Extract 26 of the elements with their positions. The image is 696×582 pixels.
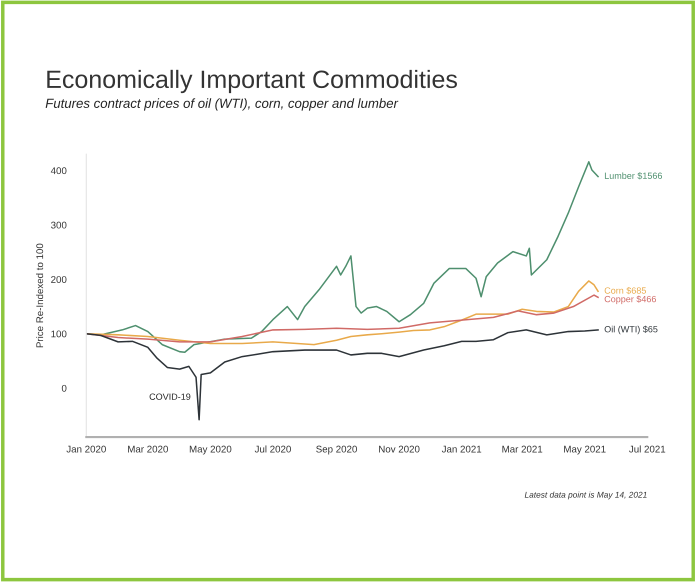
x-tick-label: Jan 2020 bbox=[66, 446, 106, 453]
x-tick-label: Jul 2021 bbox=[629, 445, 666, 453]
text: Latest data point is May 14, 2021 bbox=[524, 492, 647, 500]
series-label: Copper $466 bbox=[604, 296, 656, 304]
x-tick-label: Sep 2020 bbox=[316, 446, 357, 454]
x-tick-label: Jan 2021 bbox=[442, 446, 482, 453]
y-tick-label: 0 bbox=[62, 384, 66, 392]
y-tick-label: 100 bbox=[51, 330, 66, 338]
chart-subtitle: Futures contract prices of oil (WTI), corn, copper and lumber bbox=[46, 98, 398, 111]
line-series bbox=[86, 329, 599, 420]
x-tick-label: May 2020 bbox=[190, 446, 232, 454]
series-label: Corn $685 bbox=[604, 286, 646, 294]
series-label: Lumber $1566 bbox=[604, 172, 662, 180]
y-tick-label: 400 bbox=[50, 167, 66, 174]
y-tick-label: 300 bbox=[51, 222, 66, 229]
annotation: COVID-19 bbox=[150, 393, 190, 400]
x-tick-label: Jul 2020 bbox=[254, 445, 291, 453]
chart-title: Economically Important Commodities bbox=[47, 70, 457, 94]
x-tick-label: Mar 2021 bbox=[502, 446, 542, 453]
y-axis-title: Price Re-Indexed to 100 bbox=[36, 244, 44, 348]
x-tick-label: Mar 2020 bbox=[128, 446, 168, 453]
x-tick-label: May 2021 bbox=[564, 446, 606, 454]
x-tick-label: Nov 2020 bbox=[379, 446, 420, 453]
line-series bbox=[86, 280, 599, 346]
y-tick-label: 200 bbox=[51, 276, 66, 283]
series-label: Oil (WTI) $65 bbox=[604, 326, 658, 334]
